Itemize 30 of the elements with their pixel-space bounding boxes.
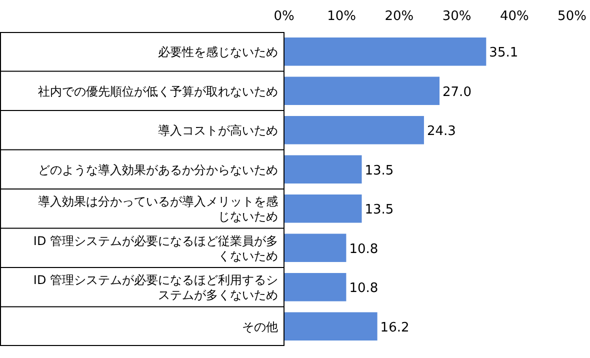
y-tick-label: 社内での優先順位が低く予算が取れないため — [38, 84, 278, 98]
x-tick-label: 20% — [384, 9, 414, 24]
x-tick-label: 40% — [500, 9, 529, 24]
x-tick-label: 50% — [558, 9, 586, 24]
data-label: 35.1 — [489, 46, 518, 61]
y-tick-label: ID 管理システムが必要になるほど利用するシステムが多くないため — [33, 273, 278, 302]
data-label: 10.8 — [349, 281, 378, 296]
x-tick-label: 30% — [442, 9, 472, 24]
bar — [284, 76, 440, 106]
data-label: 27.0 — [442, 84, 472, 100]
bar — [284, 116, 424, 144]
bar — [284, 194, 362, 223]
bar — [284, 312, 378, 341]
data-label: 24.3 — [426, 124, 456, 140]
data-label: 10.8 — [349, 242, 378, 257]
x-tick-label: 0% — [274, 9, 294, 24]
bar — [284, 155, 362, 184]
bar — [284, 37, 486, 66]
y-tick-label: どのような導入効果があるか分からないため — [38, 162, 278, 177]
x-tick-label: 10% — [327, 9, 356, 24]
y-tick-label: 導入コストが高いため — [158, 124, 278, 138]
y-tick-label: その他 — [242, 320, 278, 334]
y-tick-label: 必要性を感じないため — [158, 45, 278, 60]
data-label: 13.5 — [364, 163, 394, 178]
y-tick-label: 導入効果は分かっているが導入メリットを感じないため — [38, 194, 278, 224]
bar — [284, 234, 346, 262]
data-label: 13.5 — [364, 202, 394, 218]
bar — [284, 272, 346, 302]
data-label: 16.2 — [380, 320, 410, 336]
y-tick-label: ID 管理システムが必要になるほど従業員が多くないため — [33, 234, 278, 263]
